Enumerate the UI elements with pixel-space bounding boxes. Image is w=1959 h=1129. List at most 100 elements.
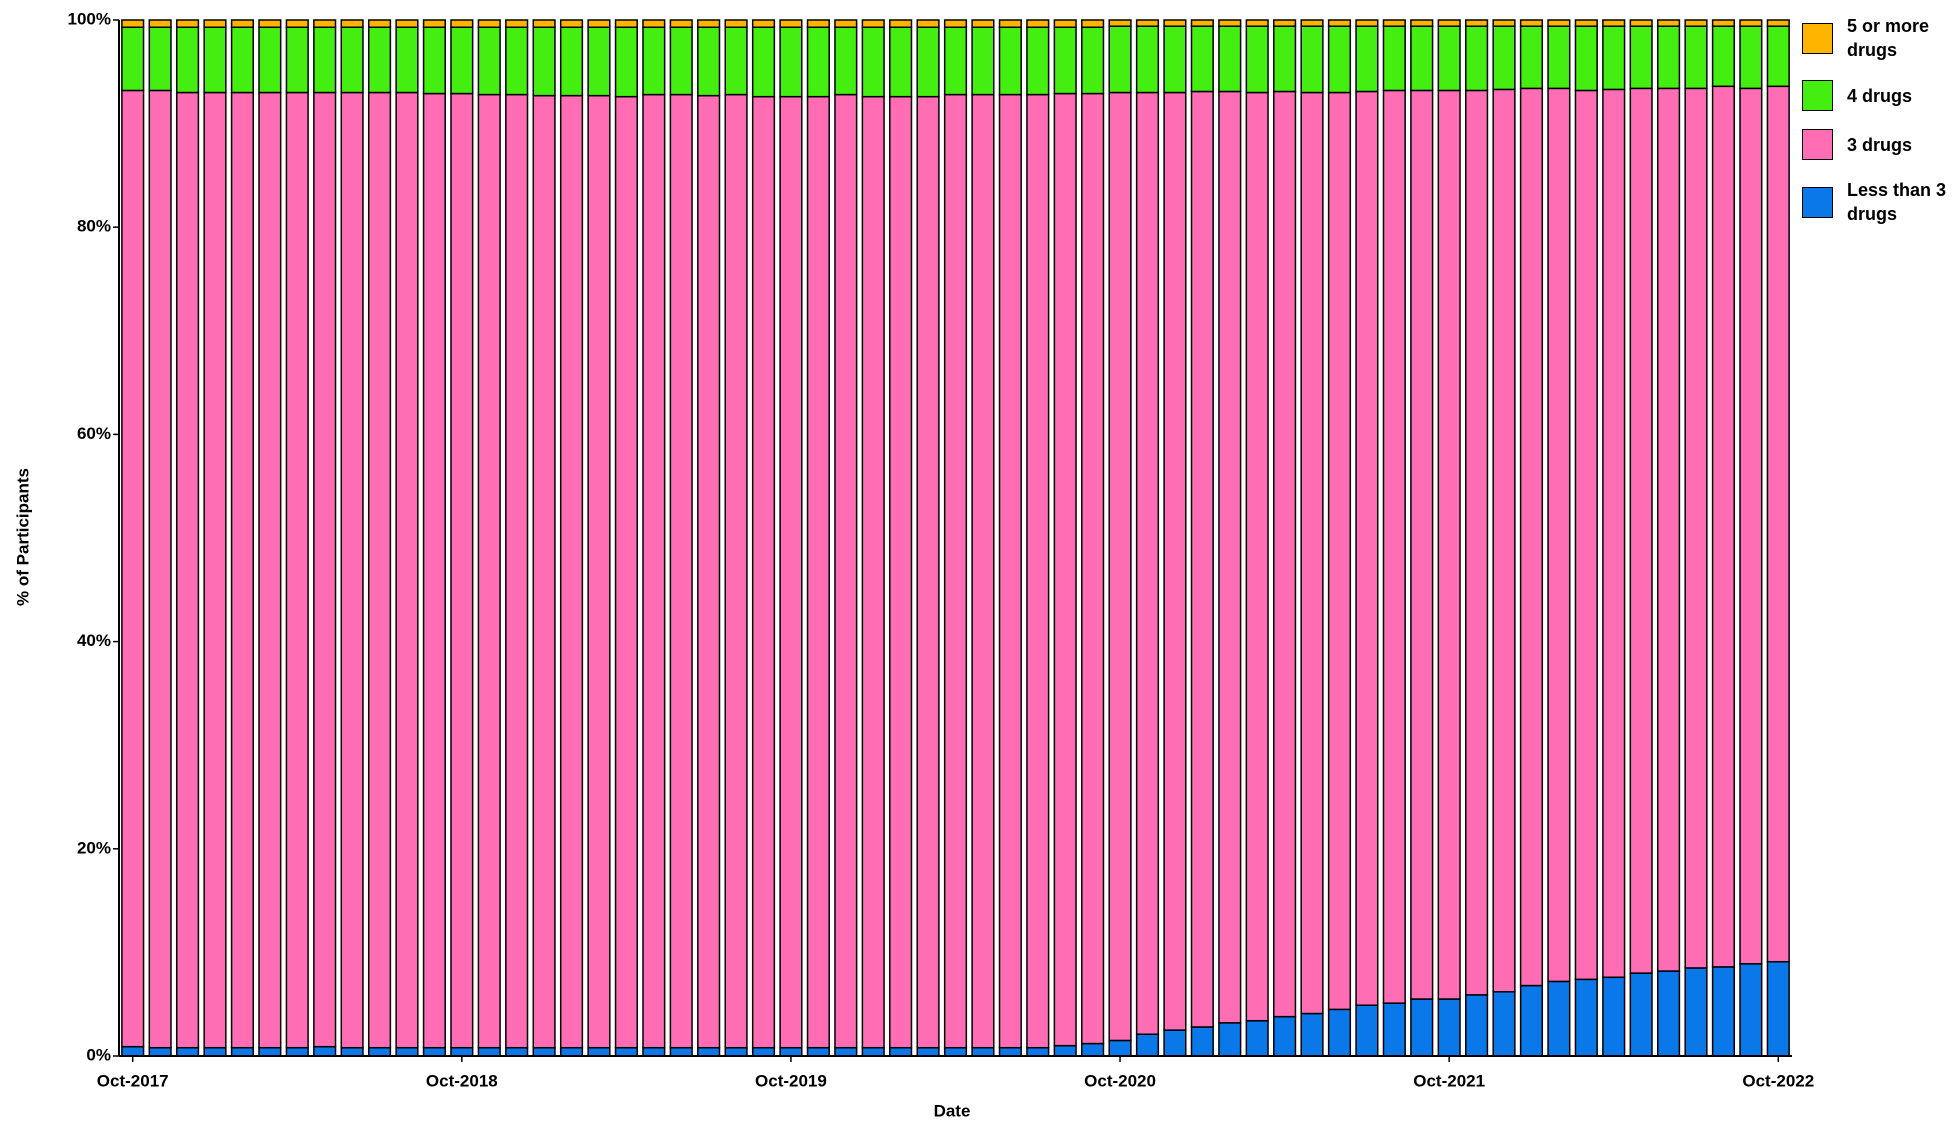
bar-segment (450, 26, 474, 95)
bar-segment (367, 26, 392, 94)
bar-segment (1355, 19, 1379, 27)
bar-segment (395, 91, 419, 1049)
bar-segment (203, 26, 227, 94)
bar-segment (1684, 25, 1708, 90)
bar-segment (1629, 19, 1653, 27)
bar-segment (1355, 25, 1379, 93)
bar-segment (587, 94, 611, 1049)
bar-segment (148, 26, 172, 92)
bar-segment (697, 94, 721, 1049)
bar-segment (450, 92, 474, 1049)
legend-swatch (1802, 129, 1833, 160)
bar-segment (1218, 90, 1242, 1024)
bar-segment (175, 19, 200, 29)
bar-segment (230, 91, 255, 1049)
bar-segment (587, 1046, 611, 1057)
bar-segment (532, 19, 556, 29)
x-tick-label: Oct-2020 (1084, 1071, 1156, 1090)
bar-segment (203, 91, 227, 1049)
x-tick-label: Oct-2018 (426, 1071, 498, 1090)
bar-segment (1410, 19, 1434, 27)
x-tick-label: Oct-2022 (1742, 1071, 1814, 1090)
bar-segment (1273, 90, 1297, 1018)
x-axis-label: Date (934, 1101, 971, 1120)
bar-segment (697, 1046, 721, 1057)
bar-segment (1602, 88, 1626, 979)
bar-segment (779, 19, 803, 29)
bar-segment (1574, 19, 1598, 27)
bar-segment (889, 1046, 913, 1057)
bar-segment (587, 26, 611, 97)
bar-segment (1711, 966, 1736, 1057)
bar-segment (614, 19, 638, 29)
bar-segment (477, 93, 501, 1049)
legend-label: 3 drugs (1847, 134, 1913, 155)
x-tick-label: Oct-2019 (755, 1071, 827, 1090)
bar-segment (121, 1045, 145, 1057)
bar-segment (121, 19, 145, 29)
bar-segment (1382, 19, 1406, 27)
bar-segment (1053, 26, 1077, 95)
bar-segment (1327, 25, 1352, 94)
bar-segment (861, 19, 885, 29)
bar-segment (998, 93, 1022, 1049)
legend-item: 3 drugs (1802, 129, 1952, 160)
bar-segment (1629, 972, 1653, 1057)
bar-segment (806, 1046, 830, 1057)
bar-segment (477, 19, 501, 29)
bar-segment (1684, 87, 1708, 969)
bar-segment (230, 26, 255, 94)
legend-item: 4 drugs (1802, 80, 1952, 111)
bar-segment (916, 1046, 940, 1057)
bar-segment (230, 19, 255, 29)
bar-segment (943, 19, 968, 29)
bar-segment (340, 1046, 364, 1057)
bar-segment (175, 91, 200, 1049)
bar-segment (1547, 25, 1571, 90)
bar-segment (1684, 967, 1708, 1057)
bar-segment (1163, 1029, 1187, 1057)
bar-segment (614, 1046, 638, 1057)
bar-segment (1053, 1044, 1077, 1057)
legend-label: Less than 3 drugs (1847, 180, 1947, 224)
bar-segment (1355, 1004, 1379, 1057)
bar-segment (1465, 994, 1489, 1057)
bar-segment (669, 1046, 693, 1057)
bar-segment (1218, 1022, 1242, 1057)
bar-segment (1245, 1020, 1269, 1057)
y-tick-label: 20% (77, 838, 111, 857)
bar-segment (943, 1046, 968, 1057)
bar-segment (806, 19, 830, 29)
bar-segment (889, 19, 913, 29)
bar-segment (998, 1046, 1022, 1057)
bar-segment (1739, 19, 1763, 27)
bar-segment (1602, 976, 1626, 1057)
bar-segment (1739, 87, 1763, 965)
bar-segment (367, 19, 392, 29)
bar-segment (1190, 1026, 1214, 1057)
bar-segment (1766, 960, 1790, 1057)
bar-segment (340, 19, 364, 29)
bar-segment (724, 93, 748, 1049)
bar-segment (1492, 991, 1516, 1057)
bar-segment (175, 1046, 200, 1057)
bar-segment (505, 19, 529, 29)
bar-segment (1492, 88, 1516, 993)
bar-segment (1410, 89, 1434, 1000)
bar-segment (1081, 19, 1105, 29)
legend-swatch (1802, 186, 1833, 218)
bar-segment (806, 26, 830, 98)
legend: 5 or more drugs 4 drugs 3 drugs Less than 3… (1802, 14, 1952, 244)
bar-segment (1081, 1042, 1105, 1057)
bar-segment (1300, 19, 1324, 27)
bar-segment (1273, 1015, 1297, 1057)
bar-segment (1465, 19, 1489, 27)
bar-segment (834, 19, 858, 29)
bar-segment (1026, 1046, 1050, 1057)
bar-segment (1053, 19, 1077, 29)
bar-segment (1492, 19, 1516, 27)
bar-segment (258, 91, 282, 1049)
bar-segment (1108, 1039, 1132, 1057)
bar-segment (1327, 1008, 1352, 1057)
